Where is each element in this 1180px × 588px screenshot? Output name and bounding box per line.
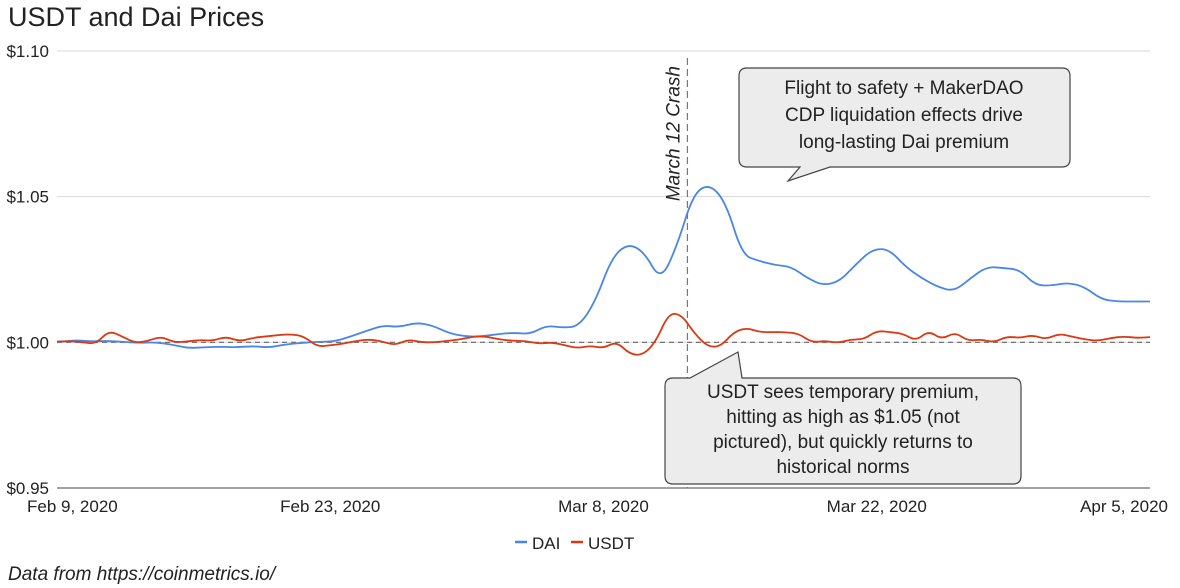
series-line-usdt [56,312,1151,356]
series-lines [56,186,1151,356]
usdt-callout-line-3: pictured), but quickly returns to [713,432,973,453]
dai-callout-line-3: long-lasting Dai premium [799,132,1009,153]
usdt-callout-line-1: USDT sees temporary premium, [707,382,979,403]
series-line-dai [56,186,1150,349]
y-tick-label: $1.00 [6,333,49,352]
y-tick-label: $1.05 [6,188,49,207]
x-tick-label: Mar 22, 2020 [827,497,927,516]
usdt-callout-bubble [664,351,1022,485]
legend-dai-label: DAI [532,534,560,553]
y-tick-label: $0.95 [6,479,49,498]
source-note: Data from https://coinmetrics.io/ [8,564,276,585]
dai-callout: Flight to safety + MakerDAO CDP liquidat… [738,67,1071,183]
legend: DAI USDT [515,534,634,553]
usdt-callout-line-4: historical norms [776,457,909,478]
x-axis-ticks: Feb 9, 2020 Feb 23, 2020 Mar 8, 2020 Mar 22… [27,497,1168,516]
dai-callout-bubble [738,67,1071,183]
usdt-callout: USDT sees temporary premium, hitting as … [664,351,1022,485]
legend-usdt-label: USDT [588,534,634,553]
x-tick-label: Apr 5, 2020 [1080,497,1168,516]
usdt-callout-line-2: hitting as high as $1.05 (not [726,407,960,428]
chart-title: USDT and Dai Prices [8,2,265,32]
y-tick-label: $1.10 [6,42,49,61]
x-tick-label: Mar 8, 2020 [558,497,649,516]
crash-event-label: March 12 Crash [663,66,684,201]
dai-callout-line-2: CDP liquidation effects drive [785,105,1023,126]
y-axis-ticks: $1.10 $1.05 $1.00 $0.95 [6,42,49,498]
x-tick-label: Feb 9, 2020 [27,497,118,516]
x-tick-label: Feb 23, 2020 [280,497,380,516]
dai-callout-line-1: Flight to safety + MakerDAO [784,78,1023,99]
